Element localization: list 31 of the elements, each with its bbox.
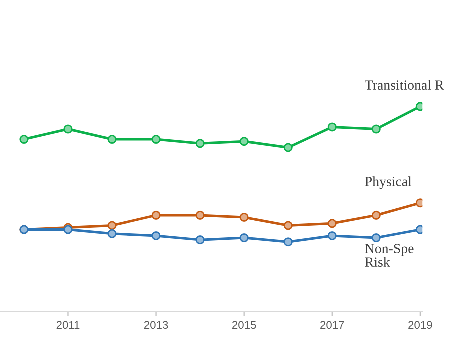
x-tick-label: 2015 [232, 321, 256, 330]
point [108, 229, 117, 238]
x-tick-label: 2017 [320, 321, 344, 330]
point [196, 139, 205, 148]
x-tick-label: 2011 [56, 321, 80, 330]
point [152, 231, 161, 240]
point [20, 135, 29, 144]
point [284, 143, 293, 152]
point [152, 135, 161, 144]
x-tick-label: 2019 [408, 321, 432, 330]
point [328, 122, 337, 132]
point [328, 219, 337, 228]
point [284, 221, 293, 230]
point [328, 231, 337, 240]
point [152, 210, 161, 220]
point [372, 210, 381, 220]
point [196, 236, 205, 245]
point [240, 212, 249, 222]
x-tick-label: 2013 [144, 321, 168, 330]
point [240, 137, 249, 146]
point [372, 234, 381, 243]
point [108, 221, 117, 230]
series-label: Transitional R [365, 80, 444, 90]
point [64, 124, 73, 134]
point [196, 210, 205, 220]
point [372, 124, 381, 134]
series-label: Non-Spe Risk [365, 244, 414, 268]
point [108, 135, 117, 144]
series-label: Physical [365, 176, 412, 190]
point [240, 234, 249, 243]
point [284, 238, 293, 247]
